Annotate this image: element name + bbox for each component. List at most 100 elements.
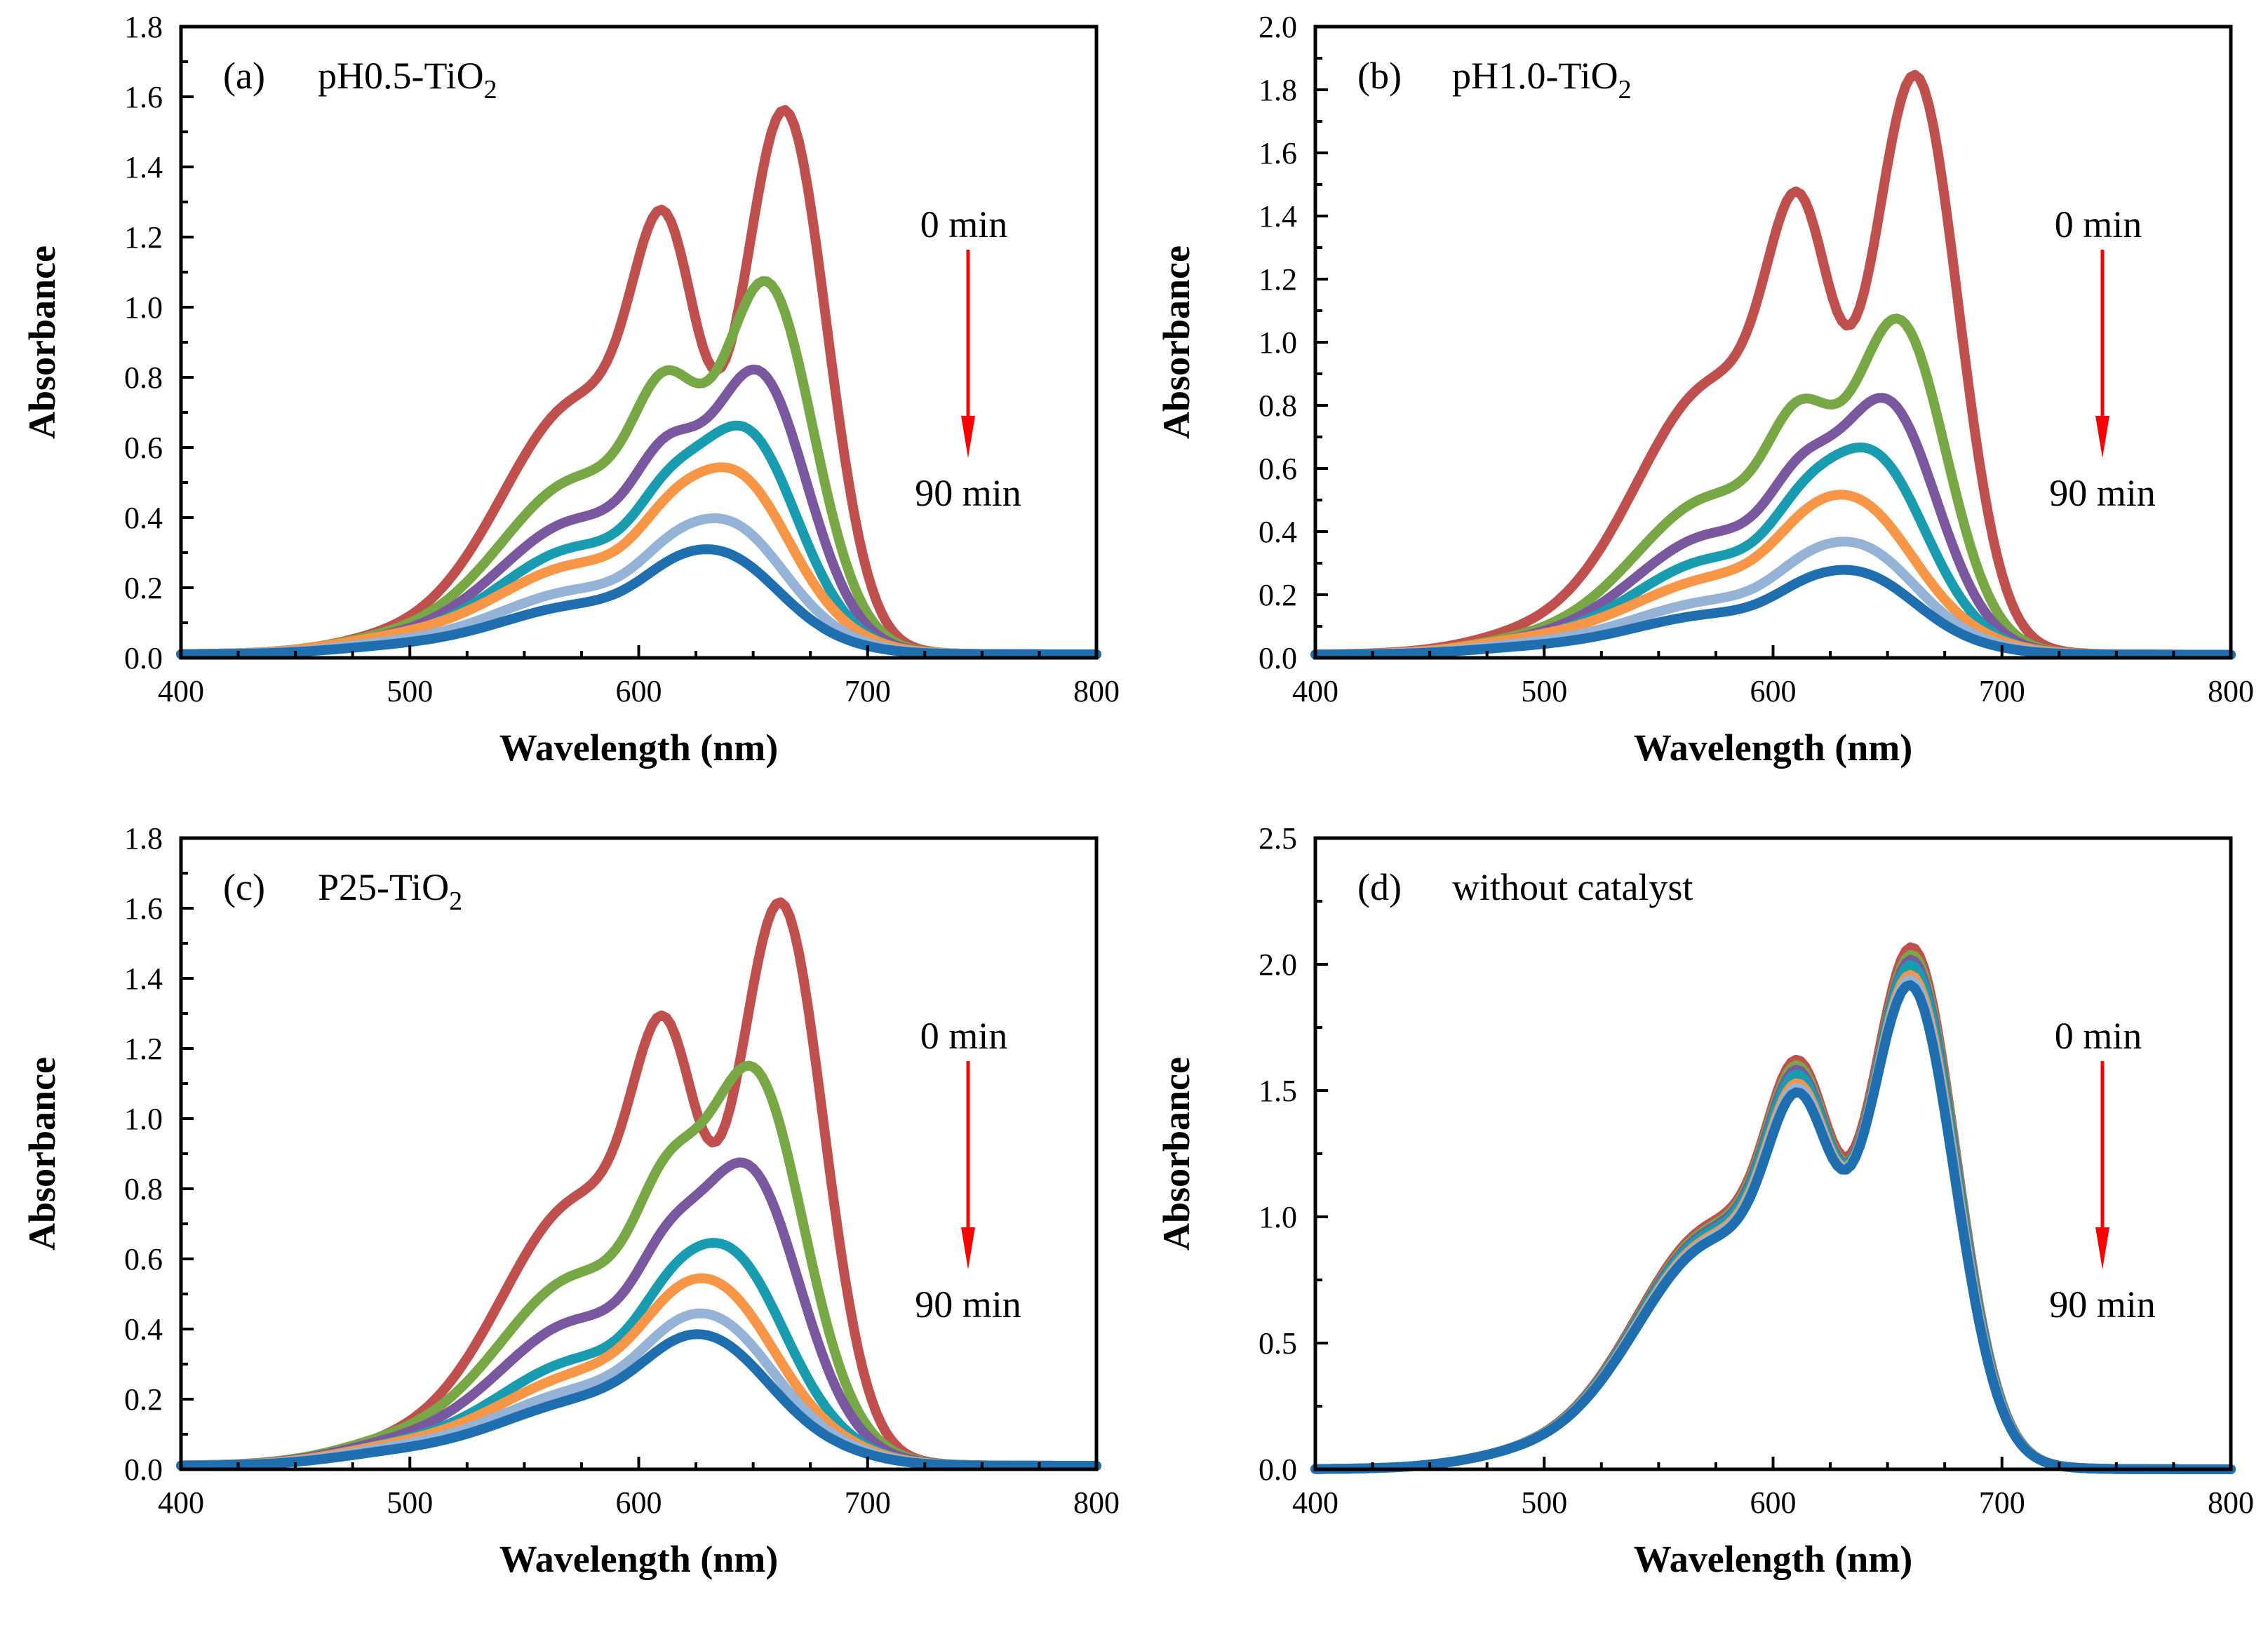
y-tick-label: 1.6 [124, 891, 163, 926]
y-tick-label: 0.6 [124, 1242, 163, 1276]
sample-label-text: P25-TiO [318, 866, 449, 908]
y-tick-label: 0.2 [124, 571, 163, 605]
y-axis-title: Absorbance [1155, 1057, 1197, 1250]
panel-c: 400 500 600 700 800 0.0 0.2 0.4 0.6 0.8 1.0 1.2 1.4 1… [21, 821, 1120, 1580]
series-line-90-min [176, 544, 1101, 659]
y-tick-label: 1.5 [1259, 1074, 1297, 1108]
panel-label: (d) [1357, 866, 1402, 908]
y-tick-label: 1.2 [124, 220, 163, 255]
y-tick-label: 0.0 [1259, 1452, 1297, 1487]
panel-a: 400 500 600 700 800 0.0 0.2 0.4 0.6 0.8 1.0 1.2 1.4 1… [21, 10, 1120, 769]
y-tick-label: 1.6 [124, 80, 163, 114]
x-tick-label: 800 [1073, 674, 1120, 708]
y-tick-label: 0.4 [1259, 515, 1297, 549]
y-tick-label: 0.8 [124, 360, 163, 395]
plot-frame [1313, 25, 2233, 660]
arrow-end-label: 90 min [915, 1283, 1021, 1326]
sample-label-text: pH1.0-TiO [1452, 55, 1618, 97]
x-tick-label: 700 [845, 1485, 891, 1520]
panel-label: (a) [223, 55, 265, 97]
panel-label: (b) [1357, 55, 1402, 97]
series-line-90-min [1310, 565, 2236, 660]
y-tick-label: 0.6 [1259, 452, 1297, 486]
y-tick-label: 0.2 [124, 1382, 163, 1417]
x-tick-label: 600 [1750, 674, 1797, 708]
series-line-45-min [176, 420, 1101, 659]
y-tick-label: 0.4 [124, 1312, 163, 1347]
panel-d: 400 500 600 700 800 0.0 0.5 1.0 1.5 2.0 2.5 Wavelen… [1155, 821, 2254, 1580]
time-arrow-head [961, 416, 975, 458]
series-line-90-min [1310, 980, 2236, 1474]
spectra-series-group [176, 104, 1101, 659]
y-tick-label: 1.0 [124, 290, 163, 325]
panel-b: 400 500 600 700 800 0.0 0.2 0.4 0.6 0.8 1.0 1.2 1.4 1… [1155, 10, 2254, 769]
y-tick-label: 0.4 [124, 501, 163, 535]
time-arrow-head [2095, 1227, 2109, 1269]
y-tick-label: 1.4 [124, 150, 163, 184]
y-tick-label: 0.8 [1259, 389, 1297, 423]
y-tick-label: 2.0 [1259, 948, 1297, 982]
y-tick-label: 0.2 [1259, 578, 1297, 612]
spectra-series-group [176, 897, 1101, 1471]
y-tick-label: 1.8 [124, 821, 163, 856]
y-tick-label: 1.4 [124, 962, 163, 996]
y-tick-label: 1.0 [124, 1102, 163, 1136]
y-tick-label: 1.6 [1259, 136, 1297, 170]
time-arrow-head [2095, 416, 2109, 458]
panel-label: (c) [223, 866, 265, 908]
y-tick-label: 1.2 [1259, 262, 1297, 297]
plot-frame [179, 836, 1099, 1471]
y-tick-label: 0.0 [1259, 641, 1297, 675]
sample-label: without catalyst [1452, 866, 1693, 908]
x-axis-title: Wavelength (nm) [499, 727, 779, 769]
sample-label-subscript: 2 [449, 886, 462, 916]
x-tick-label: 700 [845, 674, 891, 708]
sample-label-subscript: 2 [484, 75, 497, 104]
series-line-90-min [176, 1329, 1101, 1471]
y-tick-label: 1.8 [1259, 73, 1297, 107]
x-tick-label: 400 [158, 1485, 204, 1520]
x-axis-title: Wavelength (nm) [1634, 1538, 1913, 1580]
x-tick-label: 500 [387, 1485, 433, 1520]
plot-frame [1313, 836, 2233, 1471]
y-tick-label: 0.5 [1259, 1326, 1297, 1361]
y-axis-title: Absorbance [21, 1057, 63, 1250]
x-axis-title: Wavelength (nm) [1634, 727, 1913, 769]
sample-label: pH1.0-TiO2 [1452, 55, 1632, 104]
arrow-start-label: 0 min [2055, 203, 2142, 245]
x-tick-label: 400 [158, 674, 204, 708]
spectra-series-group [1310, 69, 2236, 660]
y-tick-label: 2.0 [1259, 10, 1297, 44]
series-line-75-min [176, 1308, 1101, 1471]
x-tick-label: 600 [616, 1485, 662, 1520]
x-tick-label: 600 [616, 674, 662, 708]
x-tick-label: 800 [2208, 1485, 2254, 1520]
y-axis-title: Absorbance [21, 245, 63, 439]
x-tick-label: 500 [387, 674, 433, 708]
y-tick-label: 1.4 [1259, 199, 1297, 234]
y-tick-label: 1.0 [1259, 325, 1297, 360]
y-tick-label: 0.6 [124, 431, 163, 465]
series-line-0-min [176, 897, 1101, 1471]
sample-label-text: without catalyst [1452, 866, 1693, 908]
x-tick-label: 800 [1073, 1485, 1120, 1520]
y-tick-label: 0.8 [124, 1172, 163, 1206]
x-tick-label: 700 [1979, 1485, 2025, 1520]
y-axis-title: Absorbance [1155, 245, 1197, 439]
arrow-end-label: 90 min [2049, 472, 2156, 514]
y-tick-label: 1.2 [124, 1032, 163, 1066]
series-line-0-min [1310, 69, 2236, 660]
x-tick-label: 500 [1521, 1485, 1567, 1520]
x-tick-label: 600 [1750, 1485, 1797, 1520]
x-tick-label: 400 [1292, 674, 1338, 708]
sample-label: P25-TiO2 [318, 866, 462, 916]
y-tick-label: 1.0 [1259, 1200, 1297, 1234]
y-tick-label: 1.8 [124, 10, 163, 44]
y-tick-label: 0.0 [124, 641, 163, 675]
x-tick-label: 800 [2208, 674, 2254, 708]
x-tick-label: 400 [1292, 1485, 1338, 1520]
arrow-end-label: 90 min [915, 472, 1021, 514]
series-line-0-min [176, 104, 1101, 659]
arrow-end-label: 90 min [2049, 1283, 2156, 1326]
